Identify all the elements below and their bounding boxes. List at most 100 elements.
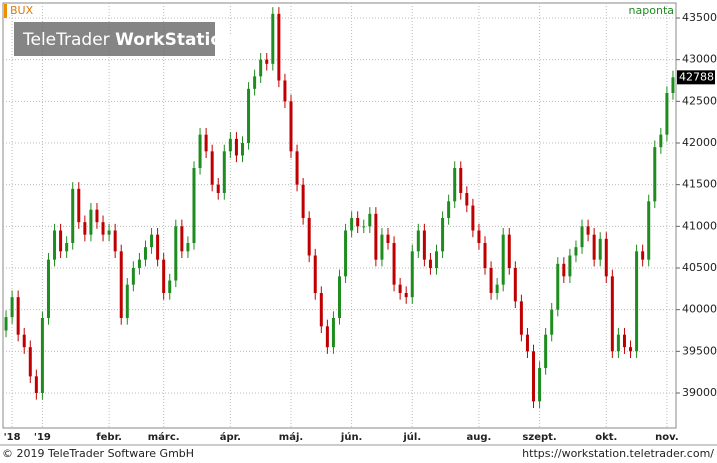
- candle-body: [344, 230, 348, 277]
- candle-body: [216, 184, 220, 193]
- candle-body: [519, 301, 523, 335]
- candle-body: [544, 334, 548, 368]
- candle-body: [604, 238, 608, 277]
- copyright: © 2019 TeleTrader Software GmbH: [2, 447, 194, 460]
- candle-body: [325, 326, 329, 348]
- candle-body: [398, 284, 402, 293]
- candle-body: [150, 234, 154, 248]
- candle-body: [313, 255, 317, 293]
- candle-body: [428, 259, 432, 268]
- candle-body: [568, 255, 572, 277]
- candle-body: [356, 218, 360, 227]
- candle-body: [131, 268, 135, 285]
- candle-body: [89, 209, 93, 235]
- x-tick-label: júl.: [402, 431, 421, 443]
- x-tick-label: '18: [4, 432, 21, 443]
- candle-body: [671, 77, 675, 93]
- candle-body: [665, 93, 669, 135]
- candle-body: [271, 13, 275, 64]
- candle-body: [622, 334, 626, 348]
- x-tick-label: márc.: [148, 431, 180, 443]
- period: naponta: [629, 4, 674, 17]
- candle-body: [441, 218, 445, 252]
- candle-body: [210, 151, 214, 185]
- candle-body: [422, 230, 426, 260]
- candle-body: [95, 209, 99, 223]
- candle-body: [386, 234, 390, 243]
- candle-body: [222, 151, 226, 193]
- candle-body: [538, 368, 542, 402]
- candle-body: [28, 347, 32, 377]
- y-tick-label: 39500: [682, 344, 717, 357]
- candle-body: [46, 259, 50, 318]
- candle-body: [635, 251, 639, 352]
- candle-body: [507, 234, 511, 268]
- candle-body: [495, 284, 499, 293]
- candle-body: [380, 234, 384, 260]
- candle-body: [647, 201, 651, 260]
- last-price-label: 42788: [679, 70, 714, 83]
- candle-body: [513, 268, 517, 302]
- x-tick-label: szept.: [522, 432, 556, 443]
- symbol-marker: [4, 4, 7, 18]
- x-tick-label: aug.: [467, 432, 492, 443]
- watermark: TeleTrader WorkStation: [22, 30, 234, 50]
- candle-body: [101, 222, 105, 235]
- candle-body: [277, 13, 281, 81]
- candle-body: [253, 76, 257, 89]
- x-tick-label: máj.: [279, 431, 303, 443]
- candle-body: [301, 184, 305, 218]
- candle-body: [59, 230, 63, 252]
- candle-body: [616, 334, 620, 352]
- candle-body: [10, 297, 14, 318]
- candle-body: [168, 280, 172, 293]
- x-tick-label: okt.: [595, 432, 617, 443]
- candle-body: [447, 201, 451, 218]
- candle-body: [641, 251, 645, 260]
- y-tick-label: 40500: [682, 261, 717, 274]
- candle-body: [392, 243, 396, 285]
- candle-body: [550, 309, 554, 335]
- candle-body: [186, 243, 190, 252]
- plot-frame: [2, 2, 677, 429]
- y-tick-label: 42000: [682, 136, 717, 149]
- candle-body: [162, 259, 166, 293]
- candle-body: [204, 134, 208, 152]
- candle-body: [489, 268, 493, 293]
- candle-body: [556, 263, 560, 310]
- plot: 39000 39500 40000 40500 41000 41500 42000 42500…: [3, 3, 717, 443]
- candle-body: [416, 230, 420, 252]
- symbol: BUX: [10, 4, 34, 17]
- candle-body: [83, 222, 87, 235]
- y-tick-label: 41000: [682, 219, 717, 232]
- candle-body: [259, 59, 263, 77]
- candle-body: [350, 218, 354, 231]
- y-tick-label: 42500: [682, 94, 717, 107]
- x-tick-label: jún.: [340, 431, 362, 443]
- x-tick-label: nov.: [655, 432, 679, 443]
- candle-body: [592, 234, 596, 260]
- candle-body: [198, 134, 202, 168]
- candle-body: [16, 297, 20, 335]
- candle-body: [653, 147, 657, 202]
- candle-body: [525, 334, 529, 352]
- candle-body: [586, 226, 590, 235]
- candle-body: [629, 347, 633, 352]
- candle-body: [289, 101, 293, 152]
- candle-body: [331, 318, 335, 348]
- candle-body: [180, 226, 184, 252]
- y-tick-label: 39000: [682, 386, 717, 399]
- last-price-box: [677, 70, 715, 85]
- candle-body: [174, 226, 178, 281]
- candle-body: [453, 168, 457, 202]
- candle-body: [562, 263, 566, 277]
- y-tick-label: 43000: [682, 53, 717, 66]
- watermark-box: [14, 22, 215, 56]
- candle-body: [22, 334, 26, 348]
- candle-body: [247, 88, 251, 143]
- candle-body: [4, 317, 8, 331]
- candle-body: [404, 293, 408, 298]
- candle-body: [119, 251, 123, 318]
- candle-body: [574, 247, 578, 256]
